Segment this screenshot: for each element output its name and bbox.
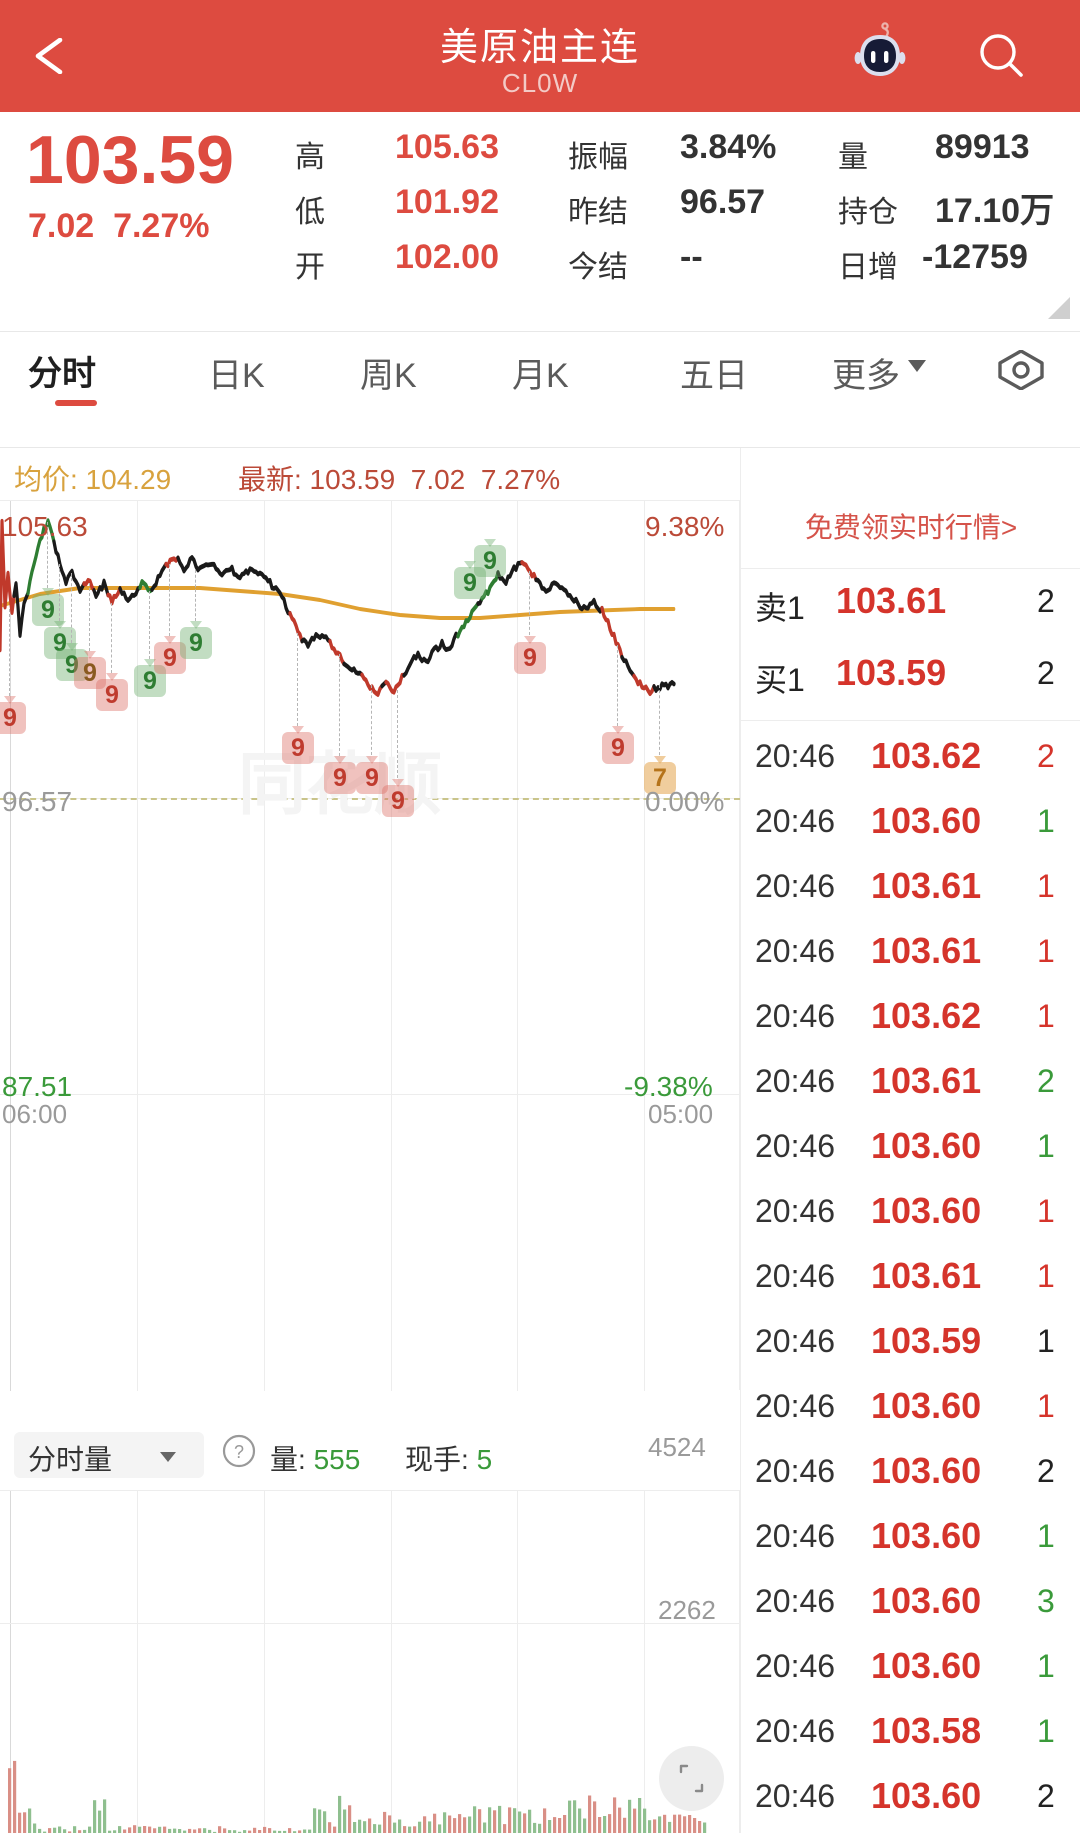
svg-text:?: ?: [234, 1442, 244, 1462]
